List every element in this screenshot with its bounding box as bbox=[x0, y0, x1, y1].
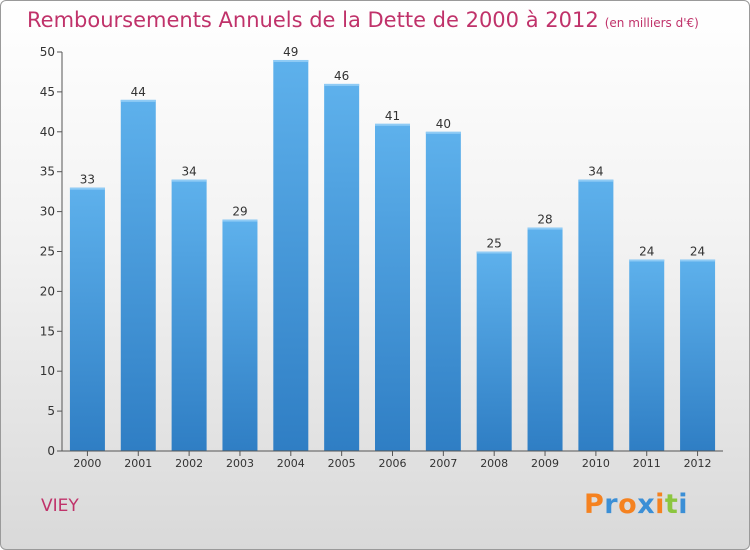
bar-2011 bbox=[629, 259, 665, 451]
x-tick-label-2003: 2003 bbox=[226, 457, 254, 470]
y-ticks-group: 0 5 10 15 20 25 30 35 40 45 50 bbox=[40, 45, 62, 458]
bar-top-2003 bbox=[222, 219, 258, 222]
x-tick-label-2005: 2005 bbox=[328, 457, 356, 470]
x-tick-label-2007: 2007 bbox=[429, 457, 457, 470]
y-tick-label-0: 0 bbox=[47, 444, 55, 458]
bar-top-2009 bbox=[527, 227, 563, 230]
bar-top-2012 bbox=[680, 259, 716, 262]
x-tick-label-2009: 2009 bbox=[531, 457, 559, 470]
chart-title-text: Remboursements Annuels de la Dette de 20… bbox=[27, 8, 599, 32]
value-label-2004: 49 bbox=[283, 45, 298, 59]
bar-2009 bbox=[527, 227, 563, 451]
bar-2003 bbox=[222, 219, 258, 451]
value-label-2008: 25 bbox=[487, 237, 502, 251]
brand-letter: i bbox=[678, 489, 689, 520]
bar-2012 bbox=[680, 259, 716, 451]
chart-title: Remboursements Annuels de la Dette de 20… bbox=[27, 8, 699, 32]
x-tick-label-2004: 2004 bbox=[277, 457, 305, 470]
bar-2006 bbox=[375, 123, 410, 451]
y-tick-label-50: 50 bbox=[40, 45, 55, 59]
y-tick-label-15: 15 bbox=[40, 324, 55, 338]
bar-2004 bbox=[273, 59, 309, 451]
bar-top-2008 bbox=[476, 251, 512, 254]
brand-letter: P bbox=[584, 489, 605, 520]
bar-2007 bbox=[425, 131, 461, 452]
value-label-2005: 46 bbox=[334, 69, 349, 83]
value-label-2006: 41 bbox=[385, 109, 400, 123]
x-tick-label-2002: 2002 bbox=[175, 457, 203, 470]
brand-letter: t bbox=[664, 489, 679, 520]
bar-2000 bbox=[69, 187, 105, 451]
x-ticks-group: 2000 2001 2002 2003 2004 2005 2006 2007 2008 2009… bbox=[73, 451, 712, 470]
brand-letter: i bbox=[655, 489, 665, 520]
y-tick-label-20: 20 bbox=[40, 284, 55, 298]
bar-top-2006 bbox=[375, 123, 410, 126]
x-tick-label-2011: 2011 bbox=[633, 457, 661, 470]
bar-top-2004 bbox=[273, 59, 309, 62]
bar-2005 bbox=[324, 83, 360, 452]
y-tick-label-5: 5 bbox=[47, 404, 55, 418]
x-tick-label-2001: 2001 bbox=[124, 457, 152, 470]
value-label-2011: 24 bbox=[639, 244, 654, 258]
brand-letter: x bbox=[637, 489, 656, 520]
bar-top-2000 bbox=[69, 187, 105, 190]
chart-unit: (en milliers d'€) bbox=[604, 16, 699, 30]
value-label-2001: 44 bbox=[131, 85, 146, 99]
bar-2001 bbox=[120, 99, 156, 451]
brand-letter: r bbox=[604, 489, 619, 520]
x-tick-label-2008: 2008 bbox=[480, 457, 508, 470]
bar-2008 bbox=[476, 251, 512, 451]
value-label-2007: 40 bbox=[436, 117, 451, 131]
value-label-2002: 34 bbox=[181, 165, 196, 179]
value-labels-group: 33 44 34 29 49 46 41 40 25 28 34 24 24 bbox=[80, 45, 705, 258]
y-tick-label-45: 45 bbox=[40, 85, 55, 99]
bar-top-2010 bbox=[578, 179, 614, 182]
bar-top-2002 bbox=[171, 179, 207, 182]
bars-group bbox=[69, 59, 716, 452]
x-tick-label-2000: 2000 bbox=[73, 457, 101, 470]
x-tick-label-2010: 2010 bbox=[582, 457, 610, 470]
value-label-2010: 34 bbox=[588, 165, 603, 179]
y-tick-label-40: 40 bbox=[40, 125, 55, 139]
x-tick-label-2012: 2012 bbox=[684, 457, 712, 470]
value-label-2000: 33 bbox=[80, 173, 95, 187]
y-tick-label-35: 35 bbox=[40, 165, 55, 179]
value-label-2012: 24 bbox=[690, 244, 705, 258]
bar-top-2005 bbox=[324, 83, 360, 86]
bar-top-2007 bbox=[425, 131, 461, 134]
x-tick-label-2006: 2006 bbox=[379, 457, 407, 470]
y-tick-label-10: 10 bbox=[40, 364, 55, 378]
value-label-2009: 28 bbox=[537, 213, 552, 227]
bar-top-2001 bbox=[120, 99, 156, 102]
y-tick-label-25: 25 bbox=[40, 245, 55, 259]
bar-2002 bbox=[171, 179, 207, 451]
y-tick-label-30: 30 bbox=[40, 205, 55, 219]
bar-2010 bbox=[578, 179, 614, 451]
brand-logo: Proxiti bbox=[584, 489, 688, 520]
place-name: VIEY bbox=[41, 496, 79, 516]
brand-letter: o bbox=[618, 489, 638, 520]
value-label-2003: 29 bbox=[232, 205, 247, 219]
bar-top-2011 bbox=[629, 259, 665, 262]
